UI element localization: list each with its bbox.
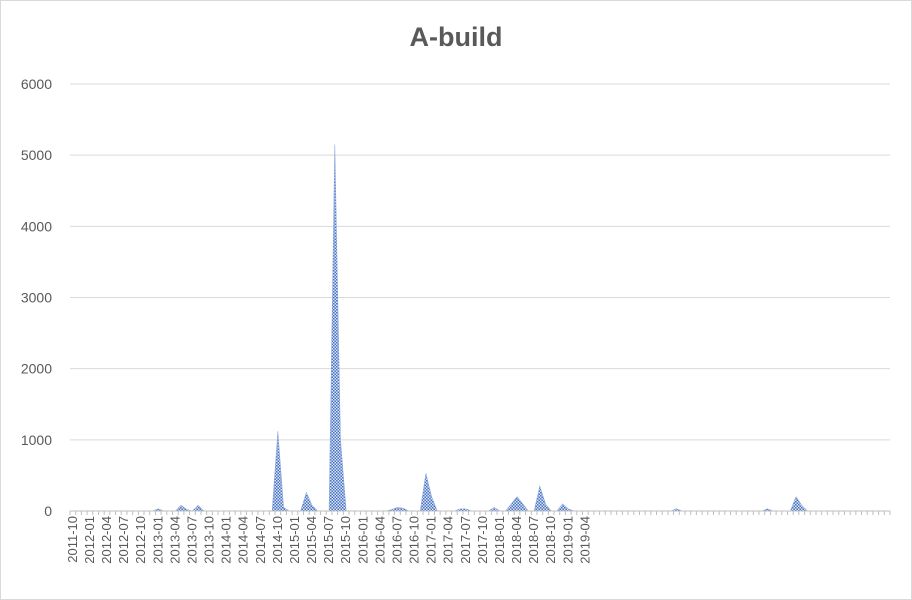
x-tick-label: 2011-10 [65,516,80,563]
area-series [70,144,890,512]
x-tick-label: 2018-10 [543,516,558,564]
x-tick-label: 2015-07 [321,516,336,564]
x-tick-label: 2013-04 [167,516,182,564]
x-tick-label: 2012-10 [133,516,148,564]
x-tick-label: 2013-07 [184,516,199,564]
y-axis-ticks: 0 1000 2000 3000 4000 5000 6000 [21,76,52,519]
y-tick-label: 5000 [21,147,52,163]
x-tick-label: 2014-10 [270,516,285,564]
x-tick-label: 2015-04 [304,516,319,564]
x-axis [69,510,891,515]
y-tick-label: 0 [44,503,52,519]
y-tick-label: 1000 [21,432,52,448]
x-tick-label: 2014-04 [236,516,251,564]
x-tick-label: 2016-07 [389,516,404,564]
x-tick-label: 2015-01 [287,516,302,564]
x-tick-label: 2018-04 [509,516,524,564]
y-tick-label: 6000 [21,76,52,92]
x-tick-label: 2017-07 [458,516,473,564]
x-axis-ticks: 2011-10 2012-01 2012-04 2012-07 2012-10 2013-… [65,516,593,564]
x-tick-label: 2012-01 [82,516,97,564]
x-tick-label: 2016-04 [372,516,387,564]
x-tick-label: 2012-04 [99,516,114,564]
x-tick-label: 2015-10 [338,516,353,564]
x-tick-label: 2017-01 [424,516,439,564]
x-tick-label: 2013-01 [150,516,165,564]
grid-lines [70,83,890,441]
x-tick-label: 2017-04 [441,516,456,564]
x-tick-label: 2016-01 [355,516,370,564]
chart-title: A-build [409,22,503,52]
x-tick-label: 2019-04 [577,516,592,564]
y-tick-label: 2000 [21,361,52,377]
y-tick-label: 3000 [21,290,52,306]
x-tick-label: 2012-07 [116,516,131,564]
x-tick-label: 2017-10 [475,516,490,564]
x-tick-label: 2014-07 [253,516,268,564]
x-tick-label: 2016-10 [407,516,422,564]
x-tick-label: 2014-01 [219,516,234,564]
area-series-path [70,144,890,512]
y-tick-label: 4000 [21,218,52,234]
x-tick-label: 2018-07 [526,516,541,564]
x-tick-label: 2019-01 [560,516,575,564]
x-tick-label: 2018-01 [492,516,507,564]
x-tick-label: 2013-10 [202,516,217,564]
